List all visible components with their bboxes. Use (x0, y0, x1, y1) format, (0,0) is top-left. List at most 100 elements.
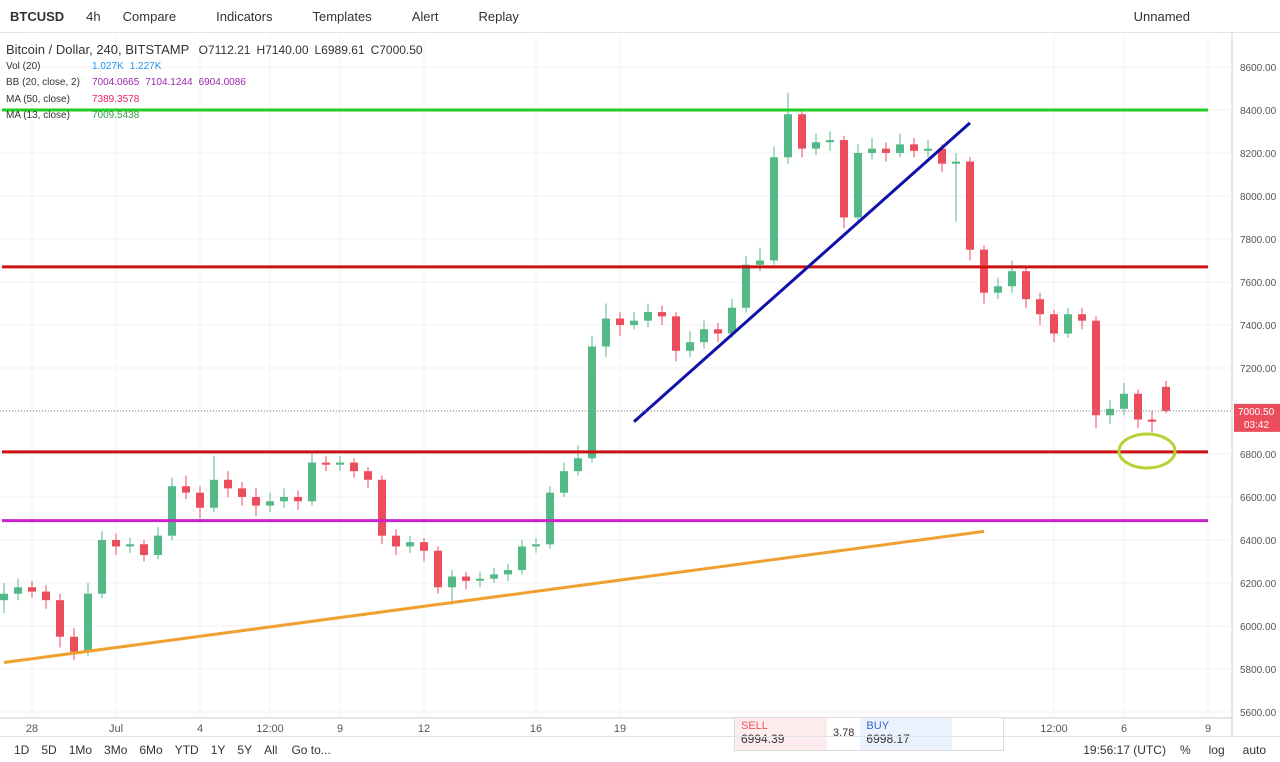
candle-body (672, 316, 680, 351)
candle-body (784, 114, 792, 158)
goto[interactable]: Go to... (291, 742, 331, 757)
candle-body (1078, 314, 1086, 321)
ohlc-value: L6989.61 (314, 43, 365, 57)
candle-body (1120, 393, 1128, 409)
x-tick-label: 4 (197, 723, 203, 735)
range-button[interactable]: 1Y (210, 742, 226, 757)
candle-body (728, 307, 736, 334)
symbol-label: Bitcoin / Dollar, 240, BITSTAMP (6, 42, 190, 57)
candle-body (1022, 271, 1030, 300)
x-tick-label: 9 (337, 723, 343, 735)
sell-label[interactable]: SELL (741, 720, 768, 732)
candle-body (364, 471, 372, 480)
candle-body (490, 574, 498, 579)
candle-body (14, 587, 22, 594)
y-tick-label: 6800.00 (1240, 450, 1277, 461)
buy-label[interactable]: BUY (866, 720, 890, 732)
candle-body (700, 329, 708, 343)
x-tick-label: 12:00 (1040, 723, 1068, 735)
candle-body (266, 501, 274, 506)
scale-option[interactable]: auto (1242, 742, 1266, 757)
y-tick-label: 7800.00 (1240, 235, 1277, 246)
clock: 19:56:17 (UTC) (1083, 742, 1166, 757)
range-button[interactable]: YTD (174, 742, 199, 757)
range-button[interactable]: 5Y (237, 742, 253, 757)
candle-body (882, 148, 890, 153)
y-tick-label: 6200.00 (1240, 579, 1277, 590)
candle-body (826, 140, 834, 143)
indicator-value: 6904.0086 (198, 77, 246, 88)
candle-body (1050, 314, 1058, 334)
candle-body (560, 471, 568, 493)
scale-option[interactable]: % (1179, 742, 1191, 757)
x-tick-label: 19 (614, 723, 626, 735)
candle-body (42, 591, 50, 601)
range-button[interactable]: 1Mo (68, 742, 93, 757)
last-price-label: 7000.50 (1238, 407, 1275, 418)
candle-body (714, 329, 722, 334)
chart: 5600.00 5800.00 6000.00 6200.00 6400.00 6600.… (0, 33, 1280, 736)
candle-body (588, 346, 596, 459)
buy-price[interactable]: 6998.17 (866, 732, 910, 746)
candle-body (1148, 419, 1156, 422)
candle-body (952, 161, 960, 164)
layout-name[interactable]: Unnamed (1133, 8, 1190, 24)
indicator-value: 7104.1244 (145, 77, 193, 88)
legend: Bitcoin / Dollar, 240, BITSTAMP O7112.21… (6, 42, 423, 125)
toolbar-button[interactable]: Templates (312, 8, 372, 24)
range-button[interactable]: 3Mo (104, 742, 128, 757)
ranges: 1D 5D 1Mo 3Mo 6Mo YTD 1Y 5Y All (14, 743, 277, 757)
candle-body (168, 486, 176, 536)
toolbar-button[interactable]: Alert (411, 8, 439, 24)
y-tick-label: 8400.00 (1240, 106, 1277, 117)
candle-body (938, 148, 946, 164)
indicator-value: 1.227K (129, 60, 162, 72)
range-button[interactable]: All (264, 742, 278, 757)
candle-body (854, 152, 862, 218)
sell-price[interactable]: 6994.39 (741, 732, 785, 746)
candle-body (742, 264, 750, 308)
range-button[interactable]: 1D (14, 742, 30, 757)
bottom-bar: 1D 5D 1Mo 3Mo 6Mo YTD 1Y 5Y All Go to... 19:56:1… (0, 736, 1280, 762)
candle-body (532, 544, 540, 547)
range-button[interactable]: 5D (41, 742, 57, 757)
indicator-value: 7009.5438 (92, 110, 140, 121)
candle-body (770, 157, 778, 261)
toolbar-button[interactable]: Replay (478, 8, 519, 24)
range-button[interactable]: 6Mo (139, 742, 163, 757)
candle-body (56, 600, 64, 637)
trend-line (3, 529, 985, 665)
candle-body (98, 539, 106, 594)
x-tick-label: Jul (109, 723, 123, 735)
candle-body (546, 492, 554, 545)
symbol[interactable]: BTCUSD (10, 8, 65, 24)
toolbar-button[interactable]: Indicators (216, 8, 273, 24)
toolbar: BTCUSD 4h Compare Indicators Templates Aler… (0, 0, 1280, 33)
x-tick-label: 6 (1121, 723, 1127, 735)
candle-body (1134, 393, 1142, 420)
interval[interactable]: 4h (86, 8, 101, 24)
scale-option[interactable]: log (1208, 742, 1225, 757)
candle-body (980, 249, 988, 293)
price-axis (1232, 33, 1280, 736)
candle-body (70, 636, 78, 652)
candle-body (224, 479, 232, 489)
trend-line (633, 121, 971, 423)
ohlc-value: H7140.00 (256, 43, 309, 57)
candle-body (574, 458, 582, 472)
candle-body (462, 576, 470, 581)
candle-body (1092, 320, 1100, 416)
indicator-value: 1.027K (92, 60, 124, 72)
candle-body (322, 462, 330, 465)
toolbar-button[interactable]: Compare (122, 8, 177, 24)
y-tick-label: 6400.00 (1240, 536, 1277, 547)
y-tick-label: 5600.00 (1240, 708, 1277, 719)
y-tick-label: 6600.00 (1240, 493, 1277, 504)
indicator-name: MA (13, close) (6, 110, 70, 121)
indicator-value: 7389.3578 (92, 93, 140, 105)
last-price-tag (1234, 403, 1280, 432)
candle-body (406, 542, 414, 547)
indicators: Vol (20) 1.027K 1.227K BB (20, close, 2) 700… (6, 59, 423, 125)
candle-body (1008, 271, 1016, 287)
